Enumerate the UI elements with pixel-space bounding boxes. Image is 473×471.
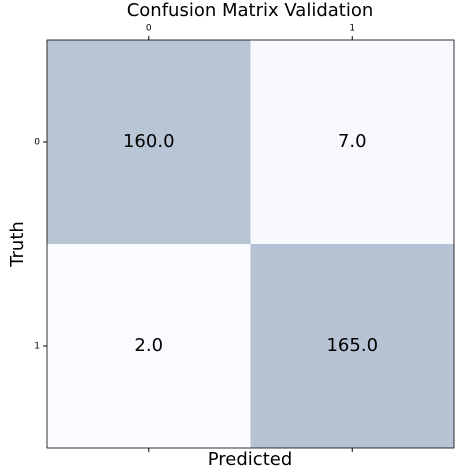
x-tick-label: 1 xyxy=(349,24,355,34)
y-tick-label: 1 xyxy=(34,342,40,352)
y-tick-label: 0 xyxy=(34,138,40,148)
cell xyxy=(250,40,454,244)
y-axis-label: Truth xyxy=(7,221,28,268)
cell xyxy=(47,244,251,448)
x-tick-label: 0 xyxy=(146,24,152,34)
plot-frame xyxy=(46,39,455,449)
cell-label: 2.0 xyxy=(134,335,163,356)
cell-label: 7.0 xyxy=(338,131,367,152)
chart-title: Confusion Matrix Validation xyxy=(127,0,374,21)
x-axis-label: Predicted xyxy=(208,449,293,470)
cell-label: 165.0 xyxy=(326,335,378,356)
cell-label: 160.0 xyxy=(123,131,175,152)
cell xyxy=(47,40,251,244)
cell xyxy=(250,244,454,448)
